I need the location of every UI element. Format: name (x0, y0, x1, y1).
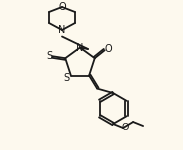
Text: N: N (58, 25, 66, 35)
Text: N: N (76, 42, 84, 52)
Text: O: O (58, 2, 66, 12)
Text: O: O (122, 123, 129, 132)
Text: S: S (64, 73, 70, 82)
Text: S: S (46, 51, 52, 61)
Text: O: O (105, 44, 113, 54)
